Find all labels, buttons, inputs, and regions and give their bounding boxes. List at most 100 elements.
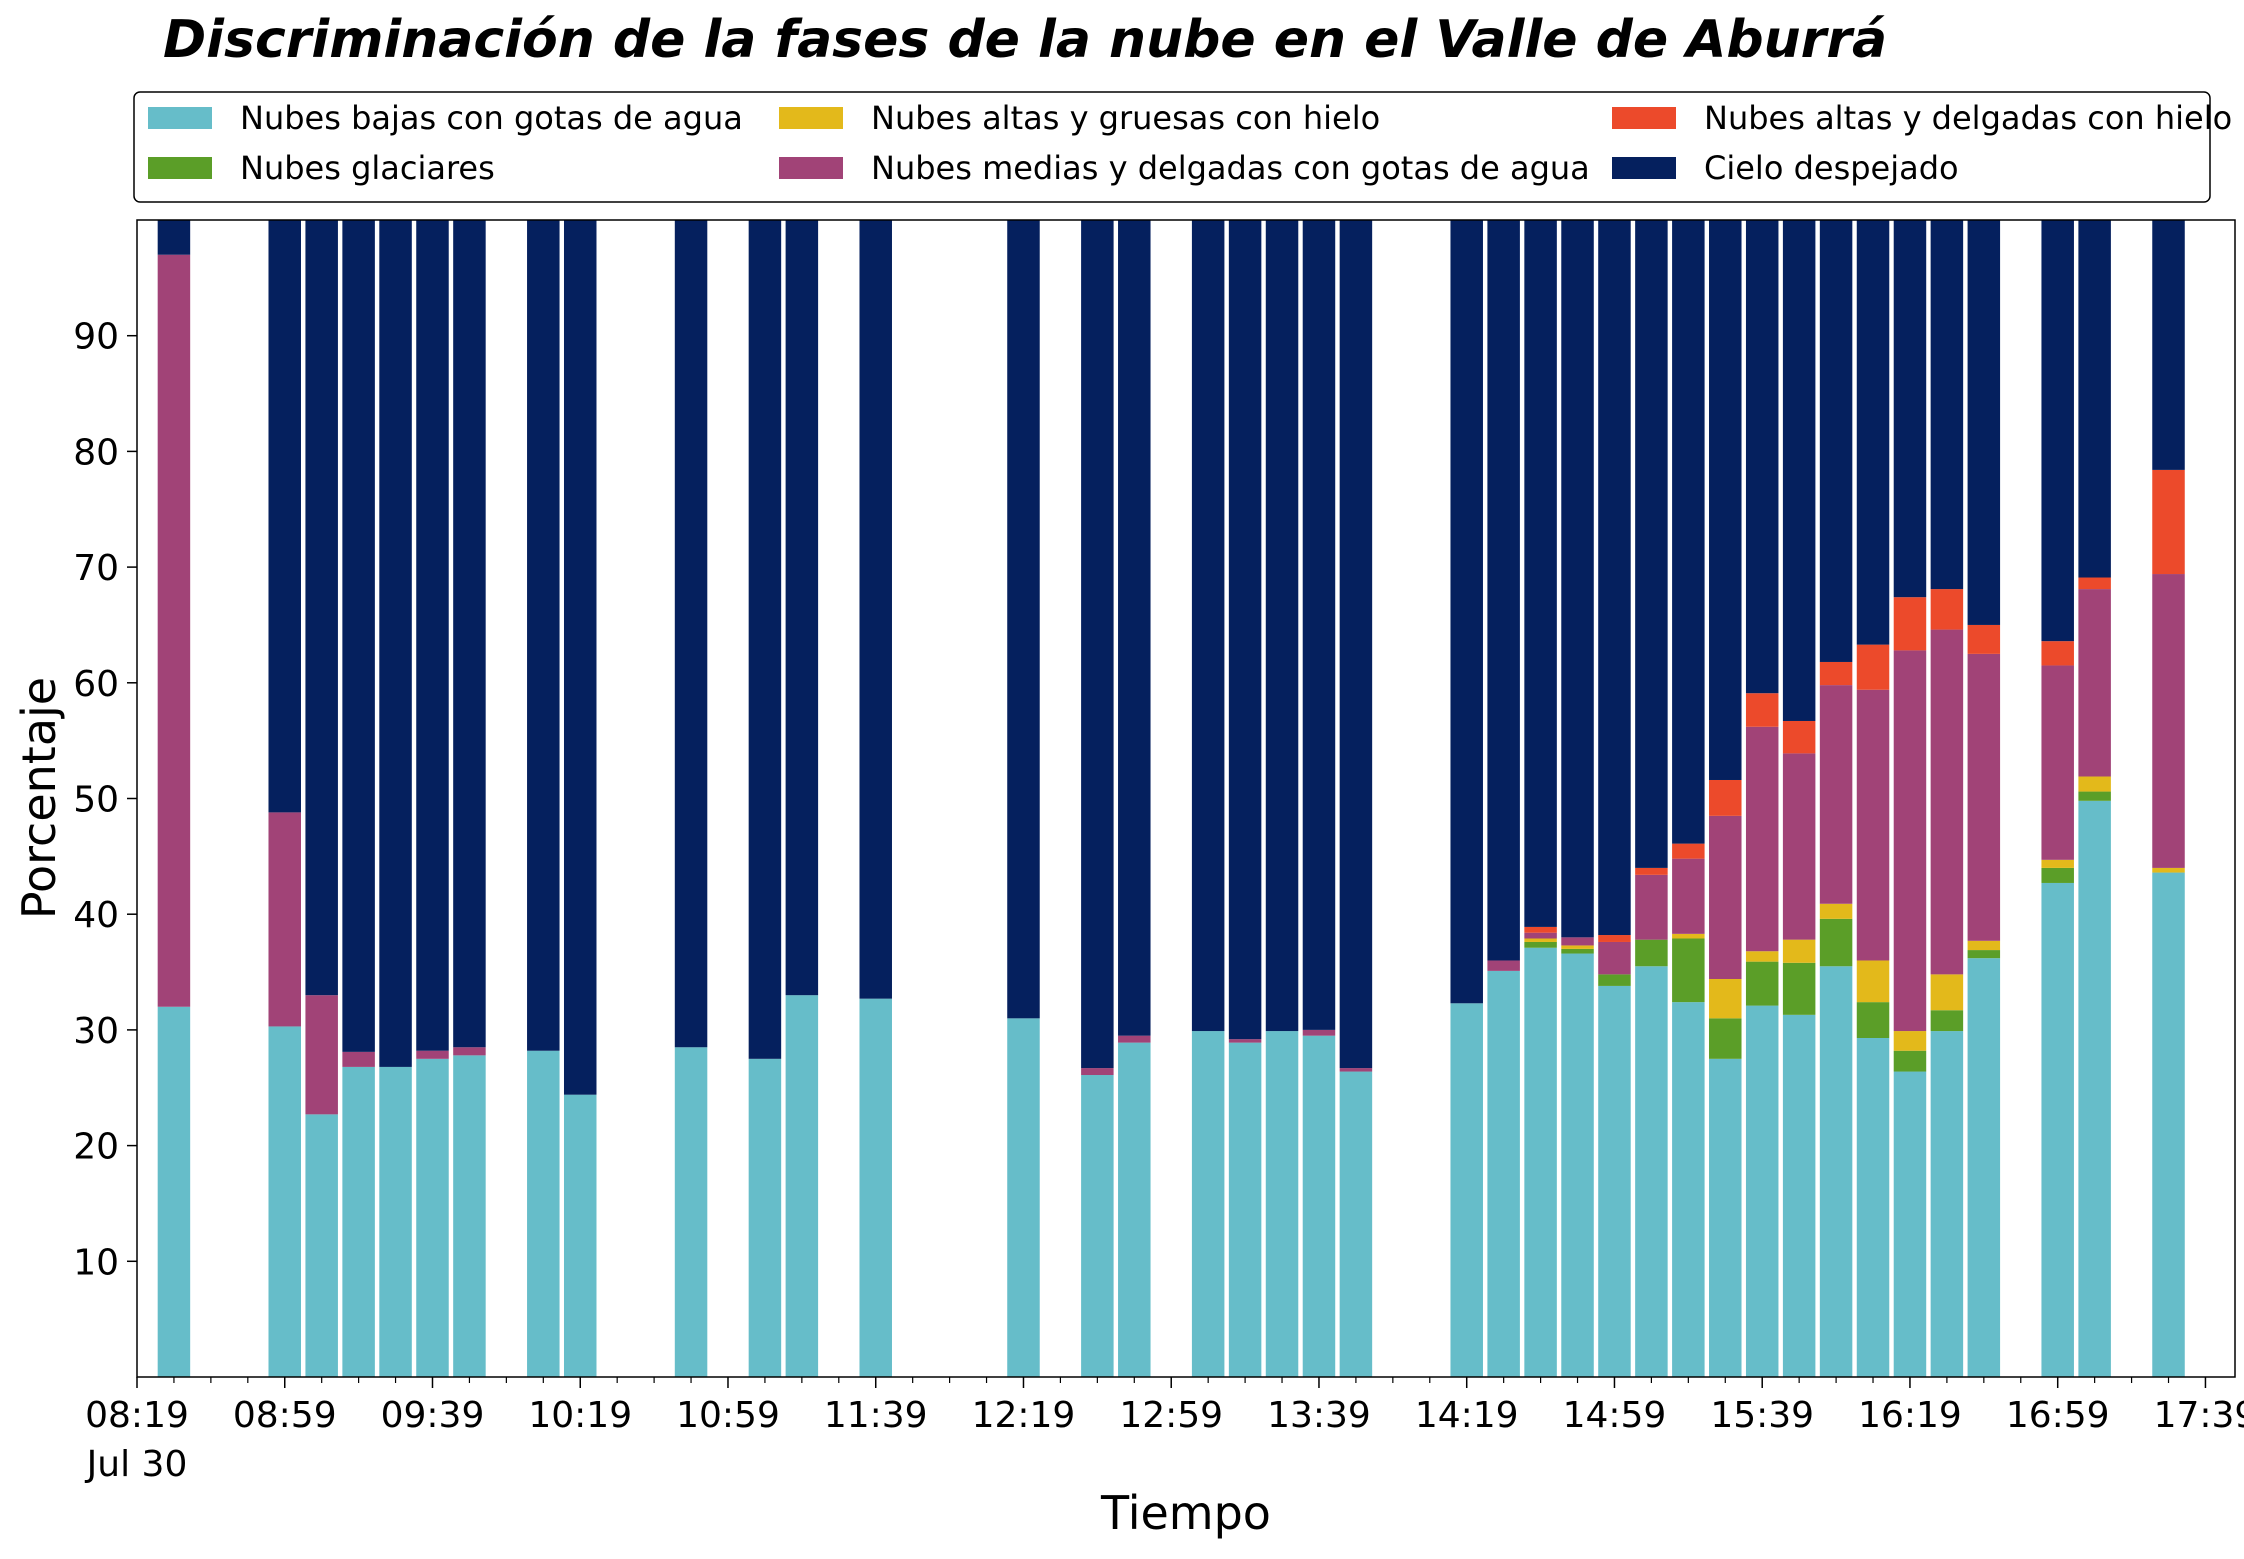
bar-segment-20-3 [1339,1068,1373,1072]
bar-segment-20-5 [1339,220,1373,1069]
bar-segment-24-1 [1561,948,1594,954]
bar-segment-21-0 [1450,1003,1483,1377]
bar-segment-37-2 [2078,776,2111,792]
bar-segment-26-1 [1635,939,1668,967]
bar-segment-21-5 [1450,220,1483,1004]
bar-segment-35-4 [1967,624,2001,654]
bar-segment-24-2 [1561,945,1594,949]
x-axis-label: Tiempo [1100,1486,1271,1540]
bar-segment-8-0 [563,1094,597,1377]
bar-segment-32-3 [1856,689,1890,961]
bar-segment-27-2 [1672,933,1705,939]
legend-swatch [1612,107,1676,129]
bar-segment-17-3 [1228,1039,1262,1043]
x-tick-label: 09:39 [381,1395,485,1436]
bar-segment-28-1 [1709,1018,1742,1059]
chart-title: Discriminación de la fases de la nube en… [163,10,1887,70]
bar-segment-38-2 [2152,867,2185,873]
bar-segment-29-3 [1745,726,1779,952]
bar-segment-34-0 [1930,1031,1964,1377]
bar-segment-28-3 [1709,815,1742,979]
bar-segment-2-3 [305,995,338,1115]
bar-segment-34-4 [1930,589,1964,630]
y-tick-label: 40 [73,895,119,936]
bar-segment-1-3 [268,812,301,1027]
bar-segment-2-0 [305,1114,338,1377]
bar-segment-33-0 [1893,1071,1927,1377]
bar-segment-33-2 [1893,1031,1927,1051]
bar-segment-35-3 [1967,653,2001,941]
bar-segment-6-5 [453,220,486,1048]
x-tick-label: 12:19 [972,1395,1076,1436]
legend-swatch [779,157,843,179]
bar-segment-33-3 [1893,650,1927,1032]
legend-swatch [1612,157,1676,179]
bar-segment-0-0 [157,1006,191,1377]
bar-segment-3-3 [342,1051,375,1067]
bar-segment-35-0 [1967,958,2001,1377]
bar-segment-29-4 [1745,693,1779,727]
bar-segment-26-0 [1635,966,1668,1377]
x-tick-label: 16:59 [2006,1395,2110,1436]
bar-segment-33-1 [1893,1050,1927,1072]
bar-segment-5-0 [416,1058,449,1377]
bar-segment-7-0 [527,1050,560,1377]
bar-segment-19-0 [1302,1035,1336,1377]
bar-segment-32-2 [1856,960,1890,1003]
bar-segment-5-3 [416,1050,449,1059]
bar-segment-23-3 [1524,932,1557,939]
bar-segment-10-0 [748,1058,782,1377]
bar-segment-35-1 [1967,950,2001,959]
bar-segment-27-4 [1672,843,1705,859]
bar-segment-0-3 [157,254,191,1007]
bar-segment-32-5 [1856,220,1890,645]
bar-segment-38-5 [2152,220,2185,470]
bar-segment-1-0 [268,1026,301,1377]
x-tick-label: 10:59 [676,1395,780,1436]
legend-label: Nubes altas y delgadas con hielo [1704,99,2232,137]
legend-label: Nubes bajas con gotas de agua [240,99,743,137]
bar-segment-30-4 [1782,720,1816,754]
bar-segment-24-0 [1561,953,1594,1377]
bar-segment-20-0 [1339,1071,1373,1377]
bar-segment-1-5 [268,220,301,813]
bar-segment-7-5 [527,220,560,1051]
bar-segment-36-5 [2041,220,2074,642]
bar-segment-27-5 [1672,220,1705,844]
bar-segment-29-2 [1745,951,1779,962]
bar-segment-36-0 [2041,882,2074,1377]
bar-segment-30-2 [1782,939,1816,963]
bar-segment-19-5 [1302,220,1336,1030]
legend-label: Cielo despejado [1704,149,1959,187]
bar-segment-4-5 [379,220,412,1067]
bar-segment-32-4 [1856,644,1890,690]
bar-segment-34-1 [1930,1010,1964,1032]
bar-segment-2-5 [305,220,338,996]
bar-segment-30-0 [1782,1014,1816,1377]
legend-label: Nubes glaciares [240,149,495,187]
bar-segment-35-2 [1967,940,2001,951]
bar-segment-14-0 [1081,1075,1114,1377]
bar-segment-5-5 [416,220,449,1051]
bar-segment-33-5 [1893,220,1927,598]
y-axis-label: Porcentaje [12,677,66,919]
bar-segment-16-5 [1191,220,1225,1032]
bar-segment-36-1 [2041,867,2074,883]
bar-segment-13-5 [1007,220,1040,1019]
y-tick-label: 50 [73,780,119,821]
bar-segment-17-5 [1228,220,1262,1040]
bar-segment-18-0 [1265,1031,1299,1377]
legend-frame [133,91,2211,203]
bar-segment-22-3 [1487,960,1520,971]
legend-swatch [148,107,212,129]
x-tick-label: 14:19 [1415,1395,1519,1436]
x-tick-label: 08:19 [85,1395,189,1436]
bar-segment-28-5 [1709,220,1742,780]
bar-segment-26-3 [1635,874,1668,940]
x-tick-label: 12:59 [1119,1395,1223,1436]
bar-segment-22-5 [1487,220,1520,961]
y-tick-label: 80 [73,432,119,473]
bar-segment-34-2 [1930,974,1964,1011]
x-tick-label: 14:59 [1563,1395,1667,1436]
